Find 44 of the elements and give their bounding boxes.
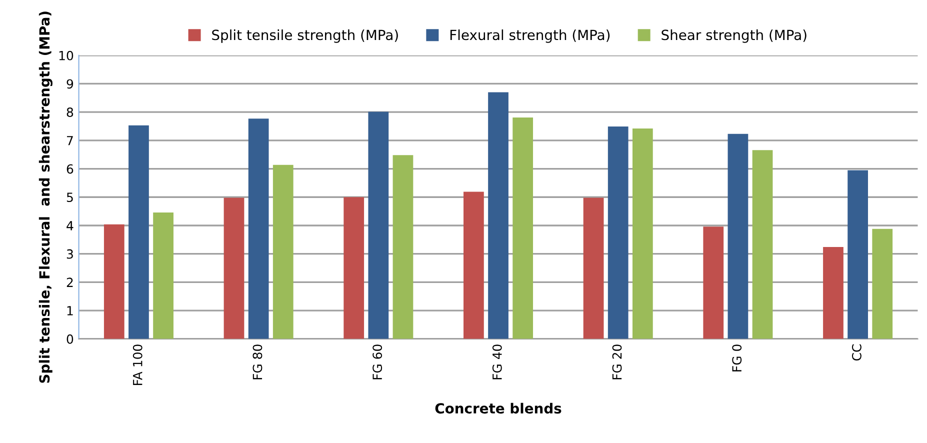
x-axis-title: Concrete blends	[435, 402, 562, 414]
x-tick-label: CC	[852, 344, 862, 361]
bar	[224, 198, 244, 339]
bar	[368, 112, 389, 339]
y-axis-title: Split tensile, Flexural and shearstrength (MPa)	[38, 12, 52, 383]
bar	[823, 247, 844, 339]
bar	[703, 226, 724, 339]
legend-label: Shear strength (MPa)	[662, 29, 806, 43]
y-tick-label: 5	[66, 192, 73, 202]
bar	[583, 198, 604, 339]
x-tick-label: FG 0	[732, 344, 742, 372]
y-tick-label: 2	[66, 278, 73, 287]
x-tick-label: FG 40	[492, 344, 502, 380]
x-tick-label: FG 20	[612, 344, 622, 380]
bar	[872, 228, 893, 339]
bar	[248, 118, 269, 339]
bar	[344, 197, 364, 339]
y-tick-label: 1	[67, 306, 73, 316]
bar	[632, 128, 653, 339]
y-tick-label: 10	[59, 50, 74, 60]
bar	[512, 117, 534, 339]
bar	[128, 125, 149, 339]
bar	[848, 170, 868, 339]
x-tick-label: FG 60	[372, 344, 382, 380]
bar	[728, 134, 748, 339]
bar	[608, 126, 628, 339]
bar	[392, 155, 414, 339]
y-tick-label: 4	[66, 221, 74, 230]
bar	[752, 150, 773, 339]
y-tick-label: 6	[66, 164, 74, 174]
y-tick-label: 8	[66, 108, 74, 118]
x-tick-label: FG 80	[252, 344, 262, 380]
y-tick-label: 9	[66, 79, 74, 89]
bar	[153, 212, 174, 339]
y-tick-label: 7	[67, 136, 73, 146]
bar	[104, 224, 124, 339]
x-tick-label: FA 100	[132, 344, 142, 385]
legend-label: Flexural strength (MPa)	[450, 29, 610, 43]
y-tick-label: 3	[66, 249, 73, 259]
bar	[488, 92, 508, 339]
legend-label: Split tensile strength (MPa)	[212, 29, 398, 43]
bar	[272, 164, 294, 339]
bar	[464, 192, 484, 339]
y-tick-label: 0	[66, 334, 74, 344]
